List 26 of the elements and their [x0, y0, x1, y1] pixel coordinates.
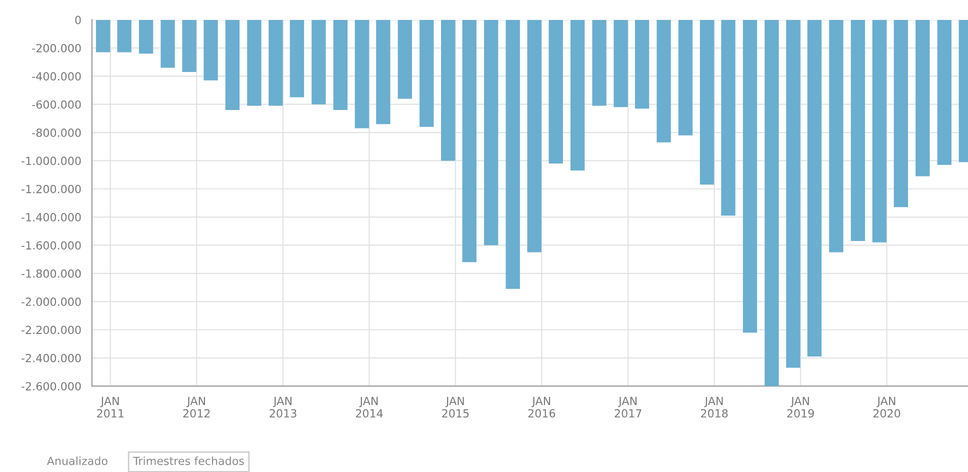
y-tick-label: -1.400.000 — [22, 213, 81, 222]
y-tick-label: -1.000.000 — [22, 156, 81, 166]
y-tick-label: -1.800.000 — [22, 269, 81, 278]
y-tick-label: -2.600.000 — [22, 382, 81, 390]
x-tick-label: JAN 2014 — [356, 396, 383, 418]
x-tick-label: JAN 2011 — [97, 396, 124, 418]
y-tick-label: -1.200.000 — [22, 184, 81, 194]
x-tick-label: JAN 2017 — [614, 396, 642, 418]
x-tick-label: JAN 2015 — [442, 396, 469, 418]
y-tick-label: -400.000 — [32, 72, 81, 81]
x-tick-label: JAN 2020 — [873, 396, 900, 418]
y-tick-label: -2.000.000 — [22, 298, 81, 306]
y-tick-label: -200.000 — [32, 44, 81, 52]
text: Anualizado — [46, 456, 108, 466]
x-tick-label: JAN 2018 — [701, 396, 728, 418]
y-tick-label: 0 — [75, 16, 81, 24]
y-tick-label: -1.600.000 — [22, 241, 81, 250]
y-tick-label: -2.400.000 — [22, 354, 81, 362]
y-tick-label: -600.000 — [32, 100, 81, 109]
x-tick-label: JAN 2019 — [787, 396, 814, 418]
text: Trimestres fechados — [133, 456, 244, 466]
y-tick-label: -800.000 — [32, 128, 81, 137]
x-tick-label: JAN 2016 — [528, 396, 556, 418]
y-tick-label: -2.200.000 — [22, 326, 81, 334]
x-tick-label: JAN 2012 — [183, 396, 210, 418]
x-tick-label: JAN 2013 — [270, 396, 296, 418]
